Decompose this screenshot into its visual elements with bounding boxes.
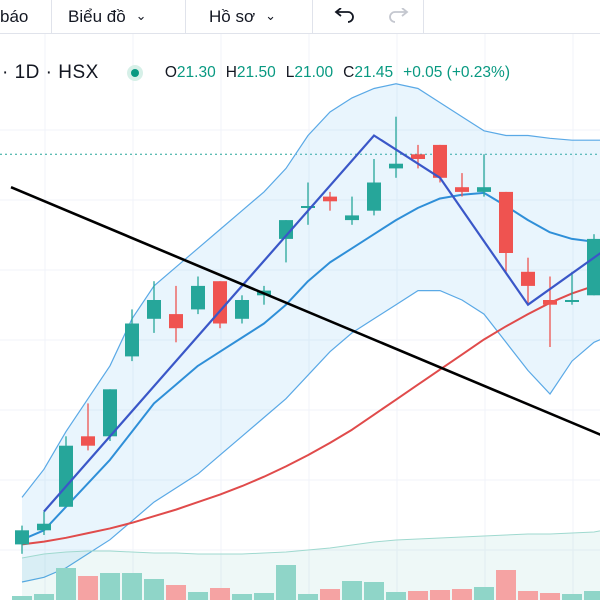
close-label: C	[343, 64, 355, 81]
toolbar-item-report[interactable]: báo	[0, 0, 51, 34]
volume-bar	[408, 591, 428, 600]
candle-body	[323, 196, 337, 202]
volume-bar	[298, 594, 318, 600]
volume-bar	[562, 594, 582, 600]
top-toolbar: báo Biểu đồ ⌄ Hồ sơ ⌄	[0, 0, 600, 34]
bollinger-bands	[21, 83, 600, 583]
ohlc-values: O 21.30 H 21.50 L 21.00 C 21.45 +0.05 (+0.23…	[165, 64, 510, 82]
symbol-info[interactable]: · 1D · HSX	[2, 62, 99, 83]
redo-icon	[389, 7, 409, 23]
profile-menu-button[interactable]: Hồ sơ ⌄	[186, 0, 312, 34]
candle-body	[169, 314, 183, 329]
candle-body	[191, 285, 205, 310]
volume-bar	[320, 589, 340, 600]
candle-body	[367, 182, 381, 211]
low-value: 21.00	[294, 64, 334, 81]
open-value: 21.30	[176, 64, 216, 81]
high-value: 21.50	[236, 64, 276, 81]
band-upper-line	[21, 83, 600, 498]
candle-body	[103, 389, 117, 437]
candle-body	[499, 191, 513, 253]
close-value: 21.45	[354, 64, 394, 81]
volume-bar	[56, 568, 76, 600]
volume-bar	[34, 594, 54, 600]
change-value: +0.05 (+0.23%)	[403, 64, 510, 81]
volume-bar	[386, 592, 406, 600]
volume-bar	[496, 570, 516, 600]
chevron-down-icon: ⌄	[265, 7, 277, 23]
drawings[interactable]	[10, 134, 600, 513]
volume-bar	[254, 593, 274, 600]
volume-bar	[188, 592, 208, 600]
chart-menu-button[interactable]: Biểu đồ ⌄	[52, 0, 185, 34]
zigzag-line	[43, 134, 600, 513]
candle-body	[279, 220, 293, 239]
high-label: H	[225, 64, 237, 81]
volume-bar	[276, 565, 296, 600]
volume-ma-area	[22, 530, 600, 600]
candles	[15, 116, 600, 554]
candle-body	[411, 154, 425, 159]
candle-body	[345, 215, 359, 221]
candle-body	[125, 323, 139, 357]
candle-body	[521, 271, 535, 286]
candle-body	[565, 300, 579, 302]
volume-bar	[584, 591, 600, 600]
candle-body	[15, 530, 29, 545]
volume-bar	[474, 587, 494, 600]
candle-body	[59, 445, 73, 507]
candle-body	[147, 300, 161, 319]
candle-body	[543, 300, 557, 305]
candle-body	[433, 144, 447, 178]
candle-body	[301, 206, 315, 208]
undo-icon	[334, 7, 354, 23]
toolbar-divider	[423, 0, 424, 34]
volume-bar	[100, 573, 120, 600]
volume-bar	[364, 582, 384, 600]
undo-button[interactable]	[313, 0, 375, 34]
candle-body	[235, 300, 249, 319]
low-label: L	[285, 64, 295, 81]
candle-body	[477, 187, 491, 192]
market-status-icon	[126, 65, 143, 81]
volume-bar	[166, 585, 186, 600]
volume-ma-line	[21, 530, 600, 559]
chart-grid	[0, 34, 600, 600]
volume-bar	[12, 596, 32, 600]
open-label: O	[164, 64, 177, 81]
chart-menu-label: Biểu đồ	[68, 6, 126, 26]
volume-bar	[342, 581, 362, 600]
chevron-down-icon: ⌄	[135, 7, 147, 23]
volume-bar	[210, 588, 230, 600]
volume-bar	[144, 579, 164, 600]
toolbar-item-label: báo	[0, 6, 29, 26]
ma-slow-line	[21, 283, 600, 546]
volume-bar	[78, 576, 98, 600]
volume-bar	[430, 590, 450, 600]
candle-body	[587, 238, 600, 296]
candle-body	[389, 163, 403, 169]
toolbar-divider	[51, 0, 52, 34]
candle-body	[213, 281, 227, 324]
toolbar-divider	[312, 0, 313, 34]
trend-line	[10, 186, 600, 436]
volume-bar	[232, 594, 252, 600]
redo-button[interactable]	[375, 0, 423, 34]
toolbar-divider	[185, 0, 186, 34]
candle-body	[37, 523, 51, 531]
candle-body	[81, 436, 95, 446]
band-lower-line	[21, 290, 600, 583]
symbol-legend: · 1D · HSX O 21.30 H 21.50 L 21.00 C 21.45 +…	[0, 58, 600, 88]
volume-bar	[518, 591, 538, 600]
indicator-lines	[21, 191, 600, 546]
volume-bar	[122, 573, 142, 600]
volume-bar	[452, 589, 472, 600]
band-fill	[22, 83, 600, 582]
volume-bars	[12, 530, 600, 600]
profile-menu-label: Hồ sơ	[209, 6, 256, 26]
candle-body	[455, 187, 469, 192]
ma-fast-line	[21, 191, 600, 541]
volume-bar	[540, 593, 560, 600]
